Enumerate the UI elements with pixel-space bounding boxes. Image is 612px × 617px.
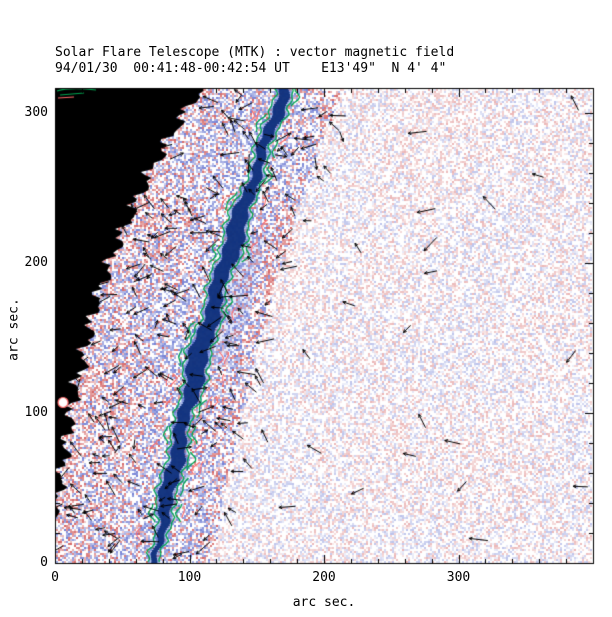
y-axis-label: arc sec.	[6, 298, 22, 361]
y-tick-label: 300	[24, 105, 48, 120]
x-tick-label: 300	[446, 570, 471, 585]
plot-subtitle: 94/01/30 00:41:48-00:42:54 UT E13'49" N …	[55, 61, 447, 76]
x-tick-label: 0	[51, 570, 59, 585]
x-axis-label: arc sec.	[292, 595, 356, 610]
plot-title: Solar Flare Telescope (MTK) : vector mag…	[55, 45, 455, 60]
x-tick-label: 200	[312, 570, 336, 585]
y-tick-label: 200	[24, 255, 48, 270]
y-tick-label: 100	[24, 405, 48, 420]
x-tick-label: 100	[177, 570, 202, 585]
y-tick-label: 0	[40, 555, 48, 570]
